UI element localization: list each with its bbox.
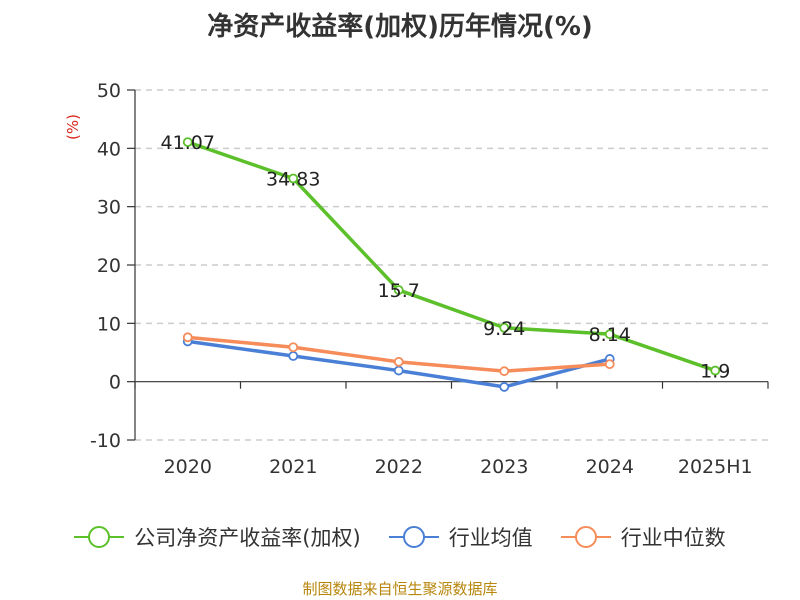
legend: 公司净资产收益率(加权) 行业均值 行业中位数 [0, 522, 800, 552]
data-point [288, 351, 299, 361]
legend-label: 行业中位数 [620, 526, 726, 550]
data-point [182, 332, 193, 343]
data-label: 9.24 [483, 318, 525, 340]
legend-item: 行业均值 [388, 522, 533, 552]
data-point [182, 137, 193, 147]
data-point [499, 366, 510, 377]
y-tick-label: 40 [97, 138, 121, 160]
legend-swatch-marker [402, 526, 425, 548]
series-layer [182, 137, 721, 392]
data-point [393, 365, 404, 376]
data-label: 34.83 [266, 168, 320, 190]
legend-item: 公司净资产收益率(加权) [74, 522, 361, 552]
series-line [187, 140, 716, 373]
legend-swatch-marker [574, 526, 597, 548]
y-tick-label: 0 [109, 372, 121, 394]
data-point [710, 365, 721, 376]
data-point [604, 329, 615, 340]
data-point [288, 173, 299, 184]
data-label: 15.7 [378, 280, 420, 302]
y-tick-label: 10 [97, 313, 121, 335]
y-tick-label: 30 [97, 197, 121, 219]
legend-swatch [74, 526, 125, 548]
chart-title: 净资产收益率(加权)历年情况(%) [207, 12, 593, 42]
y-unit-label: (%) [64, 114, 82, 140]
legend-swatch-marker [88, 526, 111, 548]
labels-layer: 41.07 34.83 15.7 9.24 8.14 1.9 [161, 132, 731, 382]
axes: 50 40 30 20 10 0 -10 2020 2021 2022 2023 2024 2025H1… [64, 80, 769, 478]
y-tick-label: -10 [90, 430, 121, 452]
data-point [288, 342, 299, 353]
x-tick-label: 2021 [269, 456, 317, 478]
x-tick-label: 2022 [375, 456, 423, 478]
data-point [604, 359, 615, 370]
legend-swatch [560, 526, 611, 548]
x-tick-label: 2020 [164, 456, 212, 478]
legend-swatch [388, 526, 439, 548]
data-point [393, 356, 404, 367]
x-tick-label: 2025H1 [678, 456, 753, 478]
legend-label: 行业均值 [448, 526, 533, 550]
data-point [393, 285, 404, 295]
data-label: 8.14 [589, 324, 631, 346]
data-label: 1.9 [700, 361, 730, 383]
y-tick-label: 50 [97, 80, 121, 102]
data-label: 41.07 [161, 132, 215, 154]
legend-item: 行业中位数 [560, 522, 726, 552]
x-tick-label: 2023 [480, 456, 528, 478]
source-note: 制图数据来自恒生聚源数据库 [302, 580, 498, 598]
y-tick-label: 20 [97, 255, 121, 277]
data-point [499, 322, 510, 333]
x-tick-label: 2024 [586, 456, 634, 478]
data-point [499, 382, 510, 392]
legend-label: 公司净资产收益率(加权) [134, 526, 361, 550]
